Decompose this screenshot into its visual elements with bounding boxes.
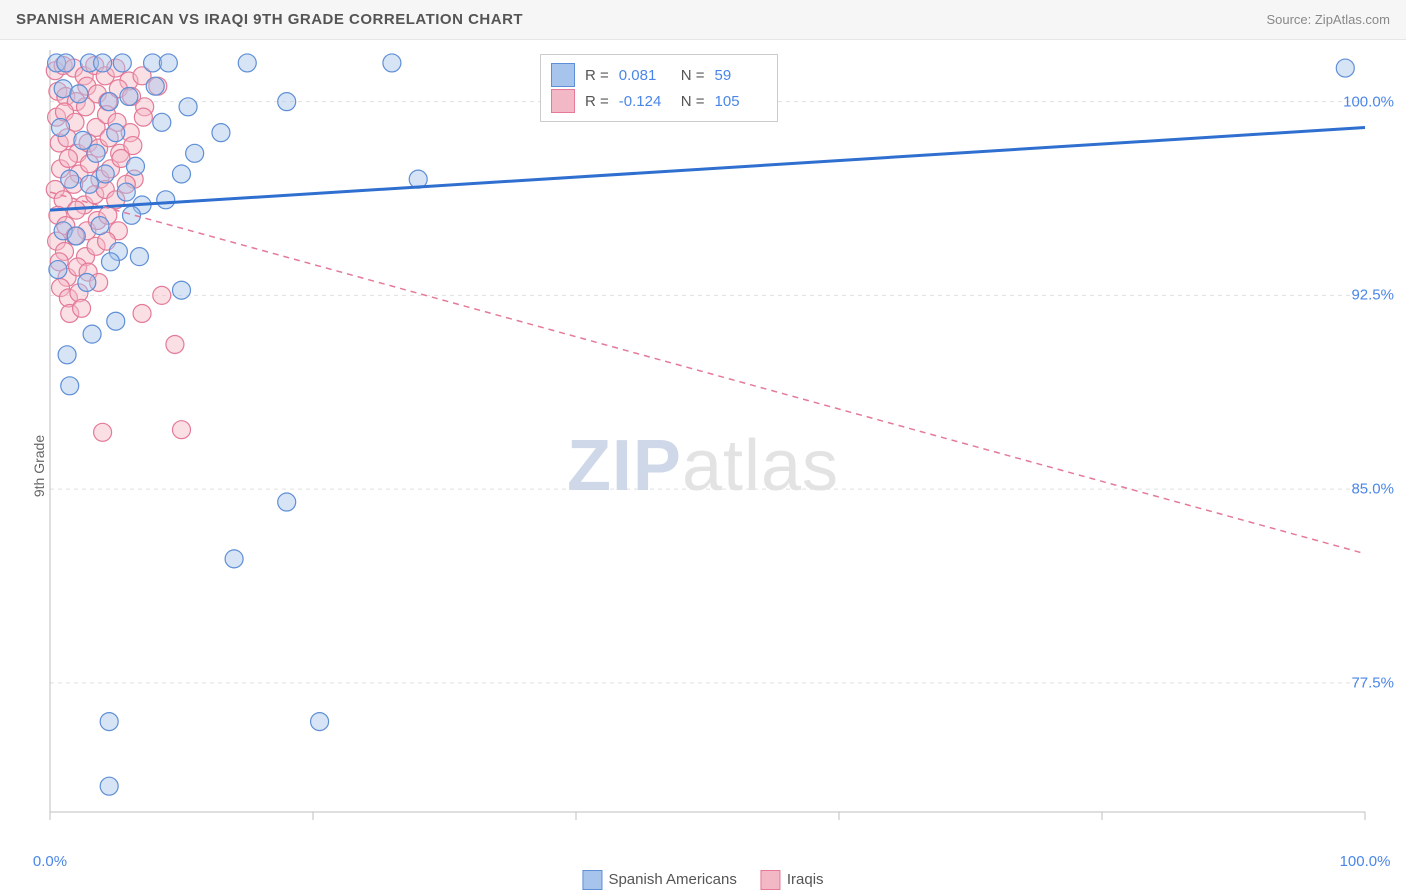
- scatter-plot: [0, 40, 1406, 892]
- data-point: [153, 113, 171, 131]
- data-point: [153, 286, 171, 304]
- data-point: [52, 118, 70, 136]
- data-point: [159, 54, 177, 72]
- stat-r-value: -0.124: [619, 93, 671, 110]
- stats-legend: R = 0.081 N = 59 R = -0.124 N = 105: [540, 54, 778, 122]
- stat-r-label: R =: [585, 67, 609, 84]
- data-point: [83, 325, 101, 343]
- legend-label-spanish: Spanish Americans: [608, 871, 736, 888]
- stats-legend-row: R = -0.124 N = 105: [551, 89, 767, 113]
- data-point: [96, 165, 114, 183]
- data-point: [166, 335, 184, 353]
- legend-swatch: [551, 63, 575, 87]
- data-point: [80, 175, 98, 193]
- data-point: [61, 377, 79, 395]
- data-point: [1336, 59, 1354, 77]
- y-tick-label: 77.5%: [1351, 674, 1394, 691]
- chart-source: Source: ZipAtlas.com: [1266, 12, 1390, 27]
- data-point: [113, 54, 131, 72]
- stat-n-label: N =: [681, 67, 705, 84]
- y-tick-label: 100.0%: [1343, 93, 1394, 110]
- data-point: [173, 165, 191, 183]
- data-point: [126, 157, 144, 175]
- stat-r-value: 0.081: [619, 67, 671, 84]
- data-point: [100, 713, 118, 731]
- trend-line: [50, 127, 1365, 210]
- legend-swatch-spanish: [582, 870, 602, 890]
- data-point: [278, 93, 296, 111]
- source-value: ZipAtlas.com: [1315, 12, 1390, 27]
- data-point: [134, 108, 152, 126]
- data-point: [225, 550, 243, 568]
- chart-header: SPANISH AMERICAN VS IRAQI 9TH GRADE CORR…: [0, 0, 1406, 40]
- x-tick-label: 0.0%: [33, 853, 67, 870]
- data-point: [100, 93, 118, 111]
- data-point: [57, 54, 75, 72]
- data-point: [58, 346, 76, 364]
- legend-swatch: [551, 89, 575, 113]
- data-point: [179, 98, 197, 116]
- data-point: [117, 183, 135, 201]
- data-point: [123, 206, 141, 224]
- legend-label-iraqi: Iraqis: [787, 871, 824, 888]
- data-point: [49, 261, 67, 279]
- stat-r-label: R =: [585, 93, 609, 110]
- data-point: [73, 299, 91, 317]
- data-point: [130, 248, 148, 266]
- legend-swatch-iraqi: [761, 870, 781, 890]
- data-point: [173, 421, 191, 439]
- data-point: [278, 493, 296, 511]
- trend-line: [50, 192, 1365, 554]
- data-point: [67, 227, 85, 245]
- x-tick-label: 100.0%: [1340, 853, 1391, 870]
- legend-item-spanish: Spanish Americans: [582, 870, 736, 890]
- data-point: [70, 85, 88, 103]
- data-point: [100, 777, 118, 795]
- stat-n-label: N =: [681, 93, 705, 110]
- stats-legend-row: R = 0.081 N = 59: [551, 63, 767, 87]
- data-point: [107, 312, 125, 330]
- data-point: [61, 170, 79, 188]
- data-point: [94, 423, 112, 441]
- data-point: [101, 253, 119, 271]
- series-legend: Spanish Americans Iraqis: [582, 870, 823, 890]
- data-point: [78, 273, 96, 291]
- source-label: Source:: [1266, 12, 1314, 27]
- data-point: [311, 713, 329, 731]
- data-point: [59, 149, 77, 167]
- legend-item-iraqi: Iraqis: [761, 870, 824, 890]
- y-tick-label: 85.0%: [1351, 481, 1394, 498]
- data-point: [383, 54, 401, 72]
- data-point: [120, 87, 138, 105]
- data-point: [146, 77, 164, 95]
- data-point: [212, 124, 230, 142]
- data-point: [173, 281, 191, 299]
- data-point: [157, 191, 175, 209]
- data-point: [107, 124, 125, 142]
- stat-n-value: 59: [715, 67, 767, 84]
- data-point: [94, 54, 112, 72]
- stat-n-value: 105: [715, 93, 767, 110]
- chart-title: SPANISH AMERICAN VS IRAQI 9TH GRADE CORR…: [16, 11, 523, 28]
- data-point: [133, 304, 151, 322]
- y-tick-label: 92.5%: [1351, 287, 1394, 304]
- data-point: [87, 144, 105, 162]
- data-point: [91, 217, 109, 235]
- plot-container: 9th Grade ZIPatlas R =0.081N =59R =-0.12…: [0, 40, 1406, 892]
- data-point: [238, 54, 256, 72]
- data-point: [186, 144, 204, 162]
